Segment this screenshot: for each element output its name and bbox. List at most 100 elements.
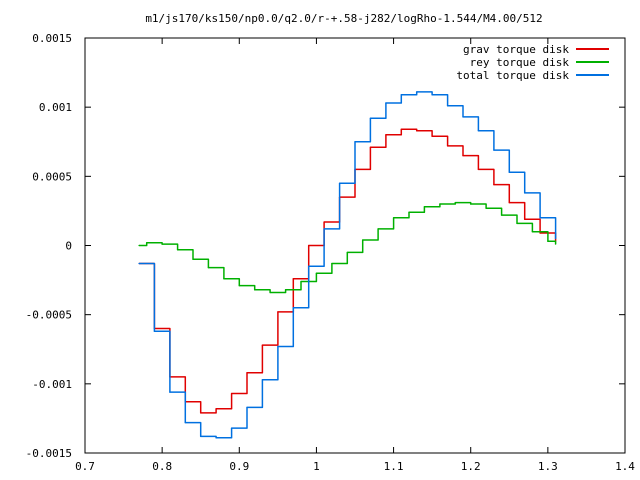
data-point-rey-torque-disk bbox=[547, 240, 549, 242]
data-point-rey-torque-disk bbox=[439, 203, 441, 205]
x-tick-label: 0.7 bbox=[75, 460, 95, 473]
data-point-total-torque-disk bbox=[385, 102, 387, 104]
x-tick-label: 1.1 bbox=[384, 460, 404, 473]
x-tick-label: 1.2 bbox=[461, 460, 481, 473]
data-point-grav-torque-disk bbox=[200, 412, 202, 414]
data-point-grav-torque-disk bbox=[323, 221, 325, 223]
data-point-total-torque-disk bbox=[431, 94, 433, 96]
data-point-rey-torque-disk bbox=[161, 243, 163, 245]
data-point-grav-torque-disk bbox=[416, 130, 418, 132]
data-point-grav-torque-disk bbox=[431, 135, 433, 137]
data-point-total-torque-disk bbox=[369, 117, 372, 119]
data-point-grav-torque-disk bbox=[539, 232, 541, 234]
series-line-rey-torque-disk bbox=[139, 201, 557, 294]
data-point-rey-torque-disk bbox=[454, 202, 456, 204]
legend-label: total torque disk bbox=[456, 69, 569, 82]
data-point-total-torque-disk bbox=[261, 379, 264, 381]
data-point-total-torque-disk bbox=[508, 171, 510, 173]
data-point-rey-torque-disk bbox=[176, 249, 179, 251]
data-point-total-torque-disk bbox=[416, 91, 418, 93]
data-point-total-torque-disk bbox=[153, 330, 156, 332]
data-point-total-torque-disk bbox=[246, 406, 248, 408]
data-point-total-torque-disk bbox=[400, 94, 402, 96]
plot-frame bbox=[84, 37, 626, 454]
data-point-rey-torque-disk bbox=[470, 203, 472, 205]
data-point-total-torque-disk bbox=[323, 228, 325, 230]
data-point-rey-torque-disk bbox=[269, 291, 271, 294]
data-point-total-torque-disk bbox=[308, 265, 310, 267]
data-point-rey-torque-disk bbox=[516, 222, 518, 224]
data-point-total-torque-disk bbox=[462, 116, 464, 118]
data-point-rey-torque-disk bbox=[254, 289, 256, 291]
x-tick-label: 0.8 bbox=[152, 460, 172, 473]
legend-label: grav torque disk bbox=[463, 43, 569, 56]
data-point-grav-torque-disk bbox=[215, 408, 217, 410]
data-point-total-torque-disk bbox=[477, 130, 480, 132]
data-point-rey-torque-disk bbox=[392, 217, 395, 219]
data-point-total-torque-disk bbox=[169, 391, 171, 393]
data-point-total-torque-disk bbox=[215, 437, 217, 439]
y-tick-label: -0.0015 bbox=[26, 447, 72, 460]
data-point-rey-torque-disk bbox=[500, 214, 503, 216]
y-tick-label: -0.0005 bbox=[26, 309, 72, 322]
y-tick-label: 0.0005 bbox=[32, 170, 72, 183]
y-tick-label: 0.001 bbox=[39, 101, 72, 114]
data-point-grav-torque-disk bbox=[446, 145, 449, 147]
data-point-total-torque-disk bbox=[200, 435, 202, 437]
data-point-grav-torque-disk bbox=[246, 372, 248, 374]
axis-ticks: 0.7 0.8 0.9 1 1.1 1.2 1.3 1.4 -0.0015 -0.001 -0.00… bbox=[26, 32, 636, 473]
data-point-rey-torque-disk bbox=[238, 285, 240, 287]
data-point-total-torque-disk bbox=[524, 192, 526, 194]
data-point-rey-torque-disk bbox=[138, 244, 140, 247]
data-point-total-torque-disk bbox=[338, 182, 341, 184]
x-tick-label: 1 bbox=[313, 460, 320, 473]
y-tick-label: 0 bbox=[65, 240, 72, 253]
data-point-grav-torque-disk bbox=[385, 134, 387, 136]
data-point-rey-torque-disk bbox=[331, 262, 333, 265]
data-point-grav-torque-disk bbox=[261, 344, 264, 346]
series-line-total-torque-disk bbox=[139, 91, 557, 439]
data-point-grav-torque-disk bbox=[477, 168, 480, 171]
legend-label: rey torque disk bbox=[470, 56, 570, 69]
data-point-total-torque-disk bbox=[292, 307, 294, 309]
data-point-rey-torque-disk bbox=[315, 272, 318, 274]
data-point-rey-torque-disk bbox=[223, 278, 225, 280]
chart-title: m1/js170/ks150/np0.0/q2.0/r-+.58-j282/lo… bbox=[145, 12, 542, 25]
data-point-total-torque-disk bbox=[493, 149, 495, 151]
x-tick-label: 0.9 bbox=[229, 460, 249, 473]
data-point-rey-torque-disk bbox=[362, 239, 364, 241]
data-point-grav-torque-disk bbox=[462, 154, 464, 157]
data-point-total-torque-disk bbox=[554, 237, 557, 240]
data-point-rey-torque-disk bbox=[531, 231, 534, 233]
data-point-total-torque-disk bbox=[230, 427, 233, 429]
data-point-rey-torque-disk bbox=[485, 207, 487, 209]
data-point-grav-torque-disk bbox=[508, 202, 510, 204]
data-point-rey-torque-disk bbox=[377, 228, 379, 230]
data-point-grav-torque-disk bbox=[369, 146, 372, 148]
data-point-rey-torque-disk bbox=[207, 267, 210, 269]
data-point-rey-torque-disk bbox=[408, 211, 410, 213]
data-point-total-torque-disk bbox=[184, 421, 186, 424]
data-point-grav-torque-disk bbox=[524, 218, 526, 220]
data-point-grav-torque-disk bbox=[230, 392, 233, 395]
data-point-rey-torque-disk bbox=[346, 251, 348, 254]
data-point-rey-torque-disk bbox=[423, 206, 426, 208]
data-point-grav-torque-disk bbox=[493, 184, 495, 186]
data-point-total-torque-disk bbox=[446, 105, 449, 107]
data-point-grav-torque-disk bbox=[308, 244, 310, 247]
data-point-total-torque-disk bbox=[539, 217, 541, 219]
x-tick-label: 1.4 bbox=[615, 460, 635, 473]
y-tick-label: 0.0015 bbox=[32, 32, 72, 45]
x-tick-label: 1.3 bbox=[538, 460, 558, 473]
data-point-rey-torque-disk bbox=[284, 289, 287, 291]
data-point-grav-torque-disk bbox=[292, 278, 294, 280]
data-point-rey-torque-disk bbox=[146, 242, 148, 244]
data-point-grav-torque-disk bbox=[400, 128, 402, 130]
data-point-total-torque-disk bbox=[277, 345, 279, 348]
data-point-total-torque-disk bbox=[138, 262, 140, 265]
data-point-rey-torque-disk bbox=[192, 258, 194, 260]
data-point-total-torque-disk bbox=[354, 141, 356, 143]
data-point-rey-torque-disk bbox=[554, 243, 557, 245]
